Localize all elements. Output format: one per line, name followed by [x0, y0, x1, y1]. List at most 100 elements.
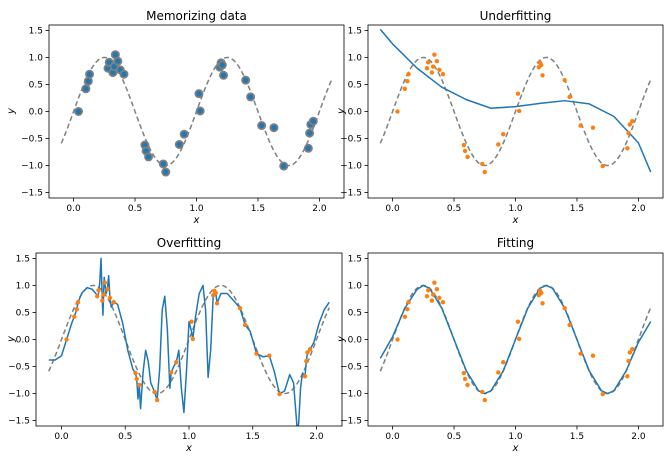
y-axis-label: y: [6, 107, 17, 115]
data-point: [100, 298, 105, 303]
x-tick-label: 0.5: [447, 432, 461, 442]
data-point: [627, 122, 633, 127]
data-point: [567, 94, 572, 100]
data-point: [237, 305, 243, 311]
data-point: [625, 374, 630, 379]
data-point: [515, 319, 521, 324]
data-point: [539, 290, 544, 296]
panel-memorizing: Memorizing data x y 0.0 0.5 1.0 1.5 2.0 −1.5 −…: [6, 9, 345, 226]
y-tick-label: 0.5: [348, 80, 362, 90]
plot-area: 0.0 0.5 1.0 1.5 2.0 −1.5 −1.0 −0.5 0.0 0.5 1.0 1.5: [8, 252, 343, 442]
data-point: [462, 148, 468, 154]
model-curve-line: [379, 28, 652, 173]
data-point: [402, 314, 408, 319]
data-point: [540, 73, 545, 78]
data-point: [179, 129, 189, 139]
data-point: [189, 319, 194, 324]
data-point: [217, 60, 227, 70]
y-tick-label: −1.0: [21, 162, 43, 172]
y-tick-label: −0.5: [340, 135, 362, 145]
data-point: [267, 353, 272, 358]
data-point: [395, 337, 400, 342]
x-axis-label: x: [193, 215, 200, 226]
data-point: [440, 299, 446, 305]
data-point: [307, 347, 313, 352]
plot-area: 0.0 0.5 1.0 1.5 2.0 −1.5 −1.0 −0.5 0.0 0.5 1.0 1.5: [340, 24, 664, 214]
y-tick-label: 0.5: [348, 308, 362, 318]
y-tick-label: 1.0: [16, 281, 31, 291]
data-point: [462, 376, 468, 382]
data-point: [430, 64, 436, 69]
data-point: [174, 139, 184, 149]
data-point: [562, 305, 567, 311]
data-point: [434, 287, 440, 292]
y-tick-label: 0.5: [29, 80, 43, 90]
x-tick-label: 0.5: [447, 204, 461, 214]
data-point: [426, 288, 431, 293]
y-tick-label: 1.5: [348, 26, 362, 36]
data-point: [246, 92, 256, 102]
data-point: [154, 397, 160, 403]
model-curve-line: [379, 284, 652, 395]
y-tick-label: 1.0: [29, 53, 44, 63]
data-point: [137, 382, 142, 388]
data-point: [75, 299, 81, 305]
data-point: [96, 288, 101, 293]
data-point: [305, 128, 315, 138]
x-tick-label: 0.5: [128, 204, 142, 214]
data-point: [152, 389, 157, 395]
plot-area: 0.0 0.5 1.0 1.5 2.0 −1.5 −1.0 −0.5 0.0 0.5 1.0 1.5: [21, 24, 345, 214]
data-point: [269, 123, 279, 133]
y-tick-label: 1.5: [348, 254, 362, 264]
data-point: [461, 142, 467, 148]
y-tick-label: −1.5: [340, 189, 362, 199]
panel-fitting: Fitting x y 0.0 0.5 1.0 1.5 2.0−1.5−1.0−0.50…: [336, 236, 664, 454]
x-axis-label: x: [185, 443, 192, 454]
x-tick-label: 1.5: [570, 204, 584, 214]
data-point: [72, 314, 77, 319]
data-point: [144, 152, 154, 162]
data-point: [213, 290, 218, 296]
x-tick-label: 2.0: [631, 432, 646, 442]
data-point: [540, 301, 545, 306]
x-tick-label: 2.0: [631, 204, 646, 214]
data-point: [626, 130, 631, 136]
y-tick-label: −1.0: [340, 390, 362, 400]
panel-overfitting: Overfitting x y 0.0 0.5 1.0 1.5 2.0 −1.5 −1.0 −…: [6, 236, 343, 454]
data-point: [590, 125, 596, 130]
y-tick-label: 1.0: [348, 53, 363, 63]
y-tick-label: 0.0: [348, 336, 363, 346]
data-point: [429, 298, 435, 303]
x-axis-label: x: [512, 443, 519, 454]
true-function-line: [379, 56, 652, 167]
data-point: [434, 59, 440, 64]
data-point: [303, 143, 313, 153]
data-point: [111, 299, 116, 305]
x-tick-label: 0.5: [118, 432, 132, 442]
data-point: [168, 370, 174, 375]
data-point: [501, 132, 506, 137]
data-point: [590, 353, 596, 358]
data-point: [405, 79, 410, 84]
data-point: [174, 360, 179, 365]
x-tick-label: 0.0: [385, 204, 400, 214]
data-point: [83, 76, 93, 86]
data-point: [219, 70, 229, 80]
data-point: [406, 299, 411, 305]
data-point: [461, 370, 467, 376]
panel-title: Overfitting: [157, 236, 221, 250]
data-point: [74, 107, 84, 117]
data-point: [496, 142, 501, 147]
data-point: [64, 337, 69, 342]
y-tick-label: 0.0: [16, 336, 31, 346]
data-point: [305, 350, 310, 355]
data-point: [630, 119, 635, 124]
x-tick-label: 0.0: [66, 204, 81, 214]
data-point: [437, 67, 442, 73]
data-point: [480, 161, 485, 167]
y-tick-label: −1.0: [8, 390, 30, 400]
data-point: [242, 322, 248, 328]
data-point: [81, 84, 91, 94]
x-tick-label: 2.0: [309, 432, 324, 442]
